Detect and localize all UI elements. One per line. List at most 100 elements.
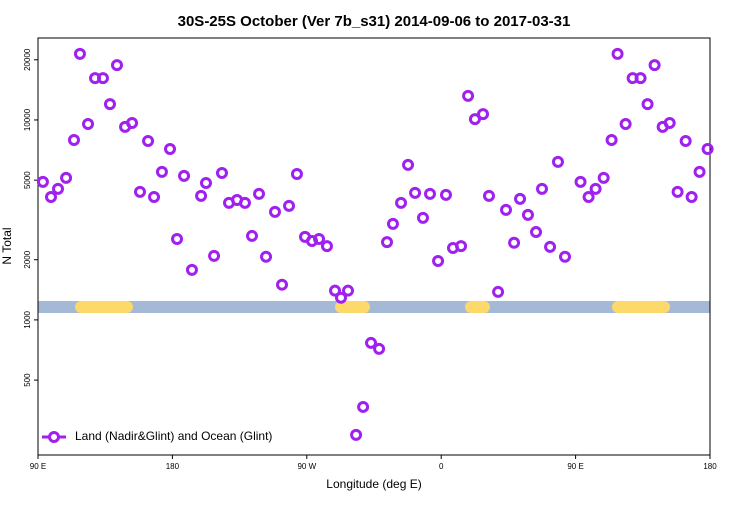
- data-point: [536, 182, 548, 195]
- data-point: [439, 188, 452, 201]
- data-point: [329, 284, 342, 297]
- y-tick-label: 500: [23, 373, 32, 387]
- data-point: [380, 236, 393, 249]
- y-tick-label: 5000: [23, 171, 32, 189]
- y-axis-label: N Total: [0, 227, 14, 264]
- data-point: [178, 169, 191, 182]
- data-point: [597, 171, 610, 184]
- data-point: [373, 342, 386, 355]
- land-band: [335, 301, 370, 313]
- data-point: [685, 190, 698, 203]
- data-point: [530, 226, 543, 239]
- data-point: [558, 250, 571, 263]
- data-point: [342, 284, 355, 297]
- ocean-band: [38, 301, 710, 313]
- data-point: [508, 236, 521, 249]
- land-band: [465, 301, 490, 313]
- data-point: [455, 240, 468, 253]
- y-tick-label: 10000: [23, 108, 32, 131]
- legend-label: Land (Nadir&Glint) and Ocean (Glint): [75, 429, 272, 443]
- x-tick-label: 180: [703, 462, 717, 471]
- data-point: [164, 142, 177, 155]
- data-point: [663, 116, 676, 129]
- x-tick-label: 90 W: [297, 462, 316, 471]
- data-point: [195, 189, 208, 202]
- data-point: [648, 59, 661, 72]
- land-band: [75, 301, 133, 313]
- legend: Land (Nadir&Glint) and Ocean (Glint): [42, 429, 272, 443]
- data-point: [544, 240, 557, 253]
- data-point: [482, 189, 495, 202]
- data-point: [290, 167, 303, 180]
- data-point: [582, 190, 595, 203]
- x-tick-label: 90 E: [567, 462, 583, 471]
- data-point: [395, 196, 408, 209]
- x-tick-label: 180: [166, 462, 180, 471]
- plot-frame: [37, 37, 711, 456]
- data-point: [365, 336, 378, 349]
- data-point: [416, 211, 429, 224]
- data-point: [103, 98, 116, 111]
- data-point: [283, 199, 296, 212]
- land-band: [612, 301, 670, 313]
- data-point: [60, 171, 73, 184]
- data-point: [110, 59, 123, 72]
- data-point: [462, 89, 475, 102]
- data-point: [357, 400, 370, 413]
- data-point: [142, 134, 155, 147]
- data-point: [126, 116, 139, 129]
- data-point: [313, 232, 326, 245]
- data-point: [514, 192, 527, 205]
- coverage-band: [38, 301, 710, 313]
- data-point: [619, 117, 632, 130]
- data-point: [551, 155, 564, 168]
- data-point: [133, 185, 146, 198]
- data-point: [245, 229, 258, 242]
- data-point: [36, 175, 49, 188]
- legend-marker: [48, 431, 60, 443]
- data-point: [402, 158, 415, 171]
- data-point: [589, 182, 602, 195]
- x-tick-label: 0: [439, 462, 444, 471]
- data-point: [260, 250, 273, 263]
- data-point: [477, 108, 490, 121]
- data-point: [424, 187, 436, 200]
- data-point: [679, 134, 692, 147]
- data-point: [67, 133, 80, 146]
- data-point: [334, 291, 347, 304]
- data-point: [521, 208, 534, 221]
- data-point: [73, 47, 86, 60]
- x-tick-label: 90 E: [30, 462, 46, 471]
- data-point: [574, 175, 587, 188]
- y-tick-label: 2000: [23, 250, 32, 268]
- data-point: [468, 113, 481, 126]
- data-point: [701, 142, 714, 155]
- data-point: [253, 187, 266, 200]
- data-point: [641, 98, 654, 111]
- data-point: [171, 232, 184, 245]
- data-point: [185, 263, 198, 276]
- data-point: [693, 165, 706, 178]
- data-point: [52, 182, 65, 195]
- data-point: [432, 255, 445, 268]
- chart-title: 30S-25S October (Ver 7b_s31) 2014-09-06 …: [178, 13, 571, 30]
- data-point: [276, 278, 289, 291]
- data-point: [386, 217, 399, 230]
- x-axis-label: Longitude (deg E): [326, 477, 421, 491]
- data-point: [605, 133, 618, 146]
- y-tick-label: 20000: [23, 48, 32, 71]
- data-point: [320, 240, 333, 253]
- y-tick-label: 1000: [23, 310, 32, 328]
- data-point: [409, 186, 422, 199]
- data-point: [671, 185, 684, 198]
- data-point: [148, 190, 161, 203]
- data-point: [155, 165, 168, 178]
- data-point: [500, 203, 513, 216]
- data-point: [238, 196, 251, 209]
- data-point: [208, 249, 221, 262]
- data-point: [350, 428, 363, 441]
- data-point: [611, 47, 624, 60]
- data-point: [492, 285, 505, 298]
